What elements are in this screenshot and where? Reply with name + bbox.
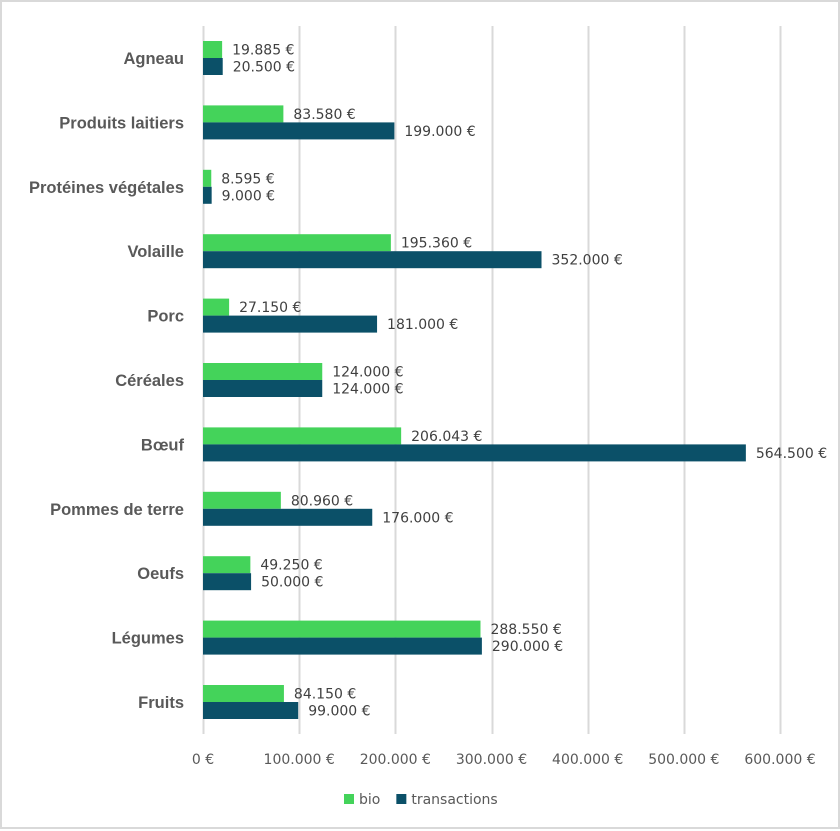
bar-bio [203, 491, 281, 509]
value-labels: 19.885 €20.500 € 83.580 € 199.000 € 8.595 €… [221, 43, 827, 720]
data-label-transactions: 290.000 € [492, 639, 563, 655]
bar-bio [203, 685, 284, 702]
bar-transactions [203, 702, 299, 719]
data-label-bio: 288.550 € [490, 622, 561, 638]
x-axis-tick-labels: 0 € 100.000 € 200.000 € 300.000 € 400.000 € 5… [192, 752, 816, 768]
category-label: Légumes [112, 630, 184, 648]
data-label-bio: 49.250 € [260, 558, 322, 574]
data-label-transactions: 181.000 € [387, 317, 458, 333]
bar-bio [203, 556, 251, 574]
category-label: Porc [147, 308, 184, 326]
data-label-bio: 80.960 € [291, 493, 353, 509]
category-label: Produits laitiers [59, 114, 184, 132]
x-tick-label: 500.000 € [648, 752, 719, 768]
bar-bio [203, 363, 323, 380]
gridlines [202, 26, 782, 734]
x-tick-label: 0 € [192, 752, 214, 768]
bar-bio [203, 620, 481, 638]
bars [203, 41, 746, 719]
category-labels: Agneau Produits laitiers Protéines végétal… [29, 50, 184, 712]
data-label-bio: 206.043 € [411, 429, 482, 445]
x-tick-label: 100.000 € [264, 752, 335, 768]
category-label: Bœuf [141, 436, 185, 454]
data-label-bio: 124.000 € [332, 365, 403, 381]
category-label: Fruits [138, 694, 184, 712]
category-label: Protéines végétales [29, 179, 184, 197]
data-label-transactions: 176.000 € [382, 510, 453, 526]
bar-transactions [203, 251, 542, 269]
data-label-transactions: 50.000 € [261, 575, 323, 591]
data-label-transactions: 199.000 € [404, 124, 475, 140]
bar-transactions [203, 508, 373, 526]
data-label-bio: 27.150 € [239, 300, 301, 316]
bar-transactions [203, 637, 482, 655]
data-label-transactions: 352.000 € [552, 253, 623, 269]
data-label-bio: 195.360 € [401, 236, 472, 252]
bar-transactions [203, 186, 212, 204]
data-label-bio: 19.885 € [232, 43, 294, 59]
legend-swatch-transactions [396, 794, 407, 804]
data-label-transactions: 20.500 € [233, 60, 295, 76]
x-tick-label: 300.000 € [456, 752, 527, 768]
bar-bio [203, 41, 223, 58]
bar-transactions [203, 444, 746, 462]
category-label: Oeufs [137, 565, 184, 583]
legend: bio transactions [344, 792, 498, 808]
bar-transactions [203, 380, 323, 397]
data-label-transactions: 9.000 € [222, 188, 275, 204]
legend-label-bio: bio [359, 792, 380, 808]
category-label: Volaille [127, 243, 184, 261]
legend-label-transactions: transactions [411, 792, 497, 808]
bar-bio [203, 234, 391, 252]
bar-transactions [203, 315, 378, 333]
category-label: Céréales [115, 372, 184, 390]
category-label: Agneau [123, 50, 184, 68]
bar-bio [203, 427, 402, 445]
x-tick-label: 600.000 € [744, 752, 815, 768]
data-label-bio: 8.595 € [221, 171, 274, 187]
data-label-bio: 84.150 € [294, 687, 356, 703]
x-tick-label: 400.000 € [552, 752, 623, 768]
bar-transactions [203, 58, 223, 75]
bar-bio [203, 169, 212, 187]
legend-swatch-bio [344, 794, 354, 804]
data-label-transactions: 99.000 € [308, 704, 370, 720]
bar-transactions [203, 573, 252, 591]
bar-bio [203, 105, 284, 123]
x-tick-label: 200.000 € [360, 752, 431, 768]
data-label-bio: 83.580 € [293, 107, 355, 123]
data-label-transactions: 564.500 € [756, 446, 827, 462]
data-label-transactions: 124.000 € [332, 382, 403, 398]
bar-transactions [203, 122, 395, 140]
category-label: Pommes de terre [50, 501, 184, 519]
bar-bio [203, 298, 230, 316]
